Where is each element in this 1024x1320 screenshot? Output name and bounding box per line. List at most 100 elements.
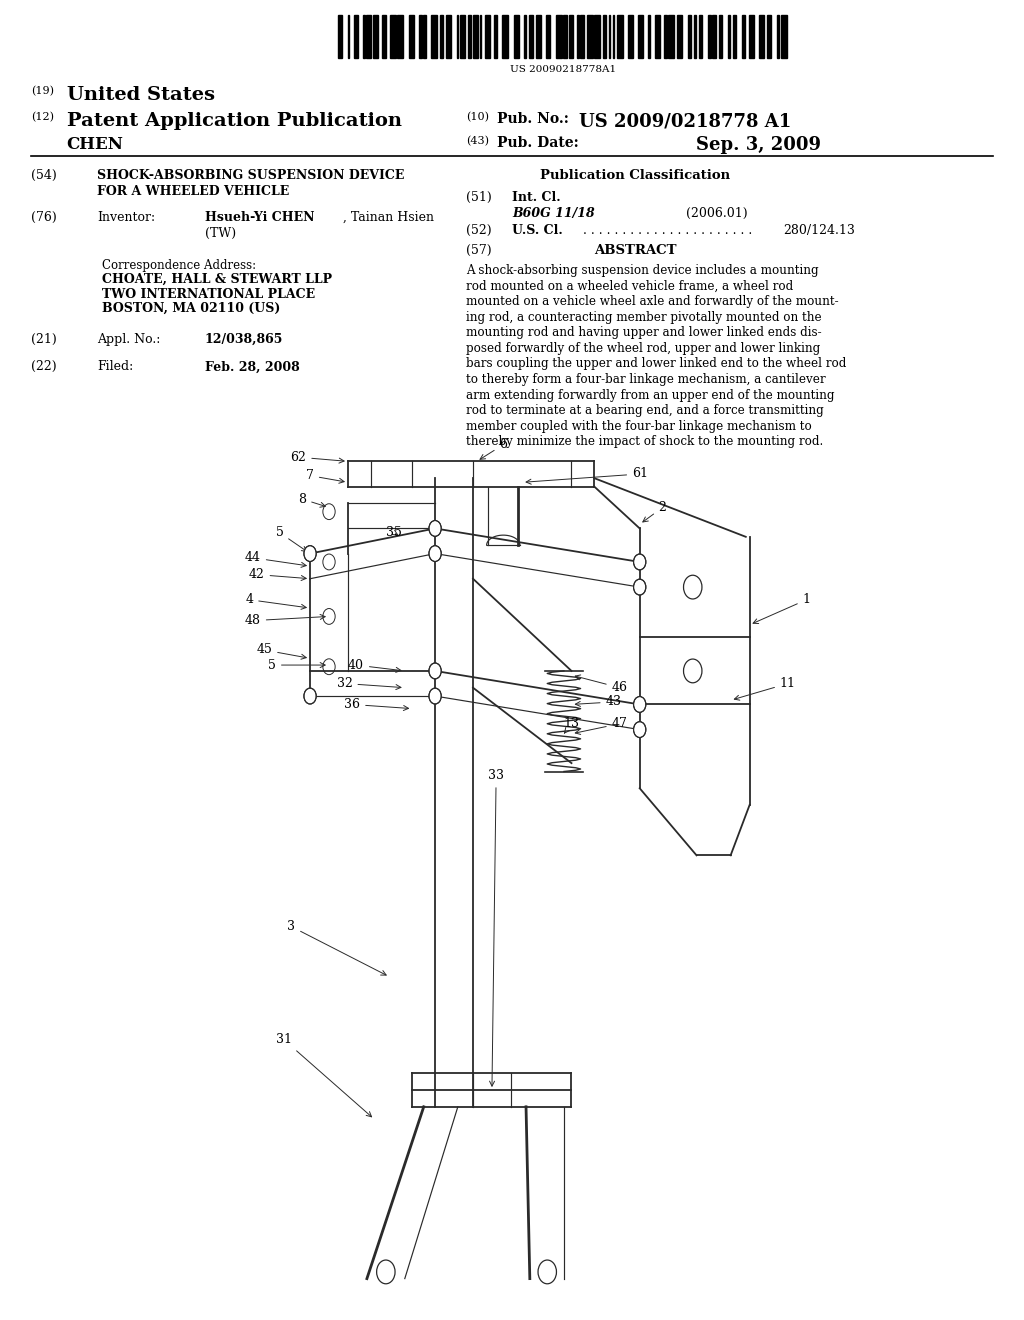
Text: 44: 44 xyxy=(245,552,306,568)
Text: 2: 2 xyxy=(643,502,667,521)
Text: (54): (54) xyxy=(31,169,56,182)
Bar xyxy=(514,15,519,58)
Text: 6: 6 xyxy=(480,438,507,459)
Text: 48: 48 xyxy=(245,614,326,627)
Text: (43): (43) xyxy=(466,136,488,147)
Text: mounting rod and having upper and lower linked ends dis-: mounting rod and having upper and lower … xyxy=(466,326,821,339)
Bar xyxy=(638,15,642,58)
Text: B60G 11/18: B60G 11/18 xyxy=(512,207,595,220)
Bar xyxy=(594,15,600,58)
Text: Feb. 28, 2008: Feb. 28, 2008 xyxy=(205,360,300,374)
Bar xyxy=(759,15,764,58)
Bar xyxy=(719,15,722,58)
Bar xyxy=(699,15,702,58)
Bar xyxy=(364,15,365,58)
Circle shape xyxy=(634,697,646,713)
Bar xyxy=(460,15,466,58)
Text: posed forwardly of the wheel rod, upper and lower linking: posed forwardly of the wheel rod, upper … xyxy=(466,342,820,355)
Bar xyxy=(472,15,478,58)
Bar xyxy=(423,15,426,58)
Text: U.S. Cl.: U.S. Cl. xyxy=(512,224,563,238)
Bar xyxy=(603,15,606,58)
Bar xyxy=(648,15,649,58)
Bar xyxy=(664,15,667,58)
Bar xyxy=(479,15,481,58)
Text: 45: 45 xyxy=(256,643,306,659)
Text: 4: 4 xyxy=(245,593,306,610)
Text: Pub. No.:: Pub. No.: xyxy=(497,112,568,127)
Bar xyxy=(468,15,471,58)
Text: 5: 5 xyxy=(275,527,307,552)
Text: 280/124.13: 280/124.13 xyxy=(783,224,855,238)
Text: CHEN: CHEN xyxy=(67,136,124,153)
Bar xyxy=(781,15,787,58)
Bar xyxy=(563,15,567,58)
Circle shape xyxy=(429,520,441,536)
Bar xyxy=(581,15,585,58)
Text: 46: 46 xyxy=(575,675,628,694)
Bar xyxy=(655,15,659,58)
Text: ing rod, a counteracting member pivotally mounted on the: ing rod, a counteracting member pivotall… xyxy=(466,310,821,323)
Circle shape xyxy=(429,663,441,678)
Text: arm extending forwardly from an upper end of the mounting: arm extending forwardly from an upper en… xyxy=(466,388,835,401)
Text: Inventor:: Inventor: xyxy=(97,211,156,224)
Circle shape xyxy=(304,545,316,561)
Text: (51): (51) xyxy=(466,191,492,205)
Bar xyxy=(608,15,610,58)
Text: (22): (22) xyxy=(31,360,56,374)
Text: 32: 32 xyxy=(337,677,401,690)
Text: member coupled with the four-bar linkage mechanism to: member coupled with the four-bar linkage… xyxy=(466,420,812,433)
Text: 42: 42 xyxy=(249,568,306,581)
Bar xyxy=(529,15,534,58)
Circle shape xyxy=(634,579,646,595)
Bar xyxy=(617,15,623,58)
Text: A shock-absorbing suspension device includes a mounting: A shock-absorbing suspension device incl… xyxy=(466,264,818,277)
Text: US 20090218778A1: US 20090218778A1 xyxy=(510,65,616,74)
Bar xyxy=(348,15,349,58)
Bar xyxy=(578,15,579,58)
Text: mounted on a vehicle wheel axle and forwardly of the mount-: mounted on a vehicle wheel axle and forw… xyxy=(466,296,839,308)
Bar xyxy=(445,15,452,58)
Text: (52): (52) xyxy=(466,224,492,238)
Bar xyxy=(612,15,614,58)
Text: (TW): (TW) xyxy=(205,227,236,240)
Text: rod mounted on a wheeled vehicle frame, a wheel rod: rod mounted on a wheeled vehicle frame, … xyxy=(466,280,794,293)
Text: 3: 3 xyxy=(288,920,386,975)
Bar xyxy=(457,15,459,58)
Bar xyxy=(353,15,357,58)
Bar xyxy=(485,15,489,58)
Bar xyxy=(382,15,386,58)
Circle shape xyxy=(304,688,316,704)
Bar xyxy=(537,15,541,58)
Text: 13: 13 xyxy=(564,717,580,733)
Text: thereby minimize the impact of shock to the mounting rod.: thereby minimize the impact of shock to … xyxy=(466,436,823,449)
Text: (76): (76) xyxy=(31,211,56,224)
Text: CHOATE, HALL & STEWART LLP: CHOATE, HALL & STEWART LLP xyxy=(102,273,333,286)
Text: ABSTRACT: ABSTRACT xyxy=(594,244,676,257)
Bar xyxy=(431,15,437,58)
Text: 61: 61 xyxy=(526,467,648,484)
Bar xyxy=(693,15,696,58)
Text: Publication Classification: Publication Classification xyxy=(540,169,730,182)
Text: 7: 7 xyxy=(306,469,344,483)
Text: bars coupling the upper and lower linked end to the wheel rod: bars coupling the upper and lower linked… xyxy=(466,358,846,371)
Text: rod to terminate at a bearing end, and a force transmitting: rod to terminate at a bearing end, and a… xyxy=(466,404,823,417)
Text: Patent Application Publication: Patent Application Publication xyxy=(67,112,401,131)
Bar xyxy=(767,15,771,58)
Bar xyxy=(367,15,371,58)
Bar xyxy=(569,15,573,58)
Bar xyxy=(523,15,526,58)
Text: Correspondence Address:: Correspondence Address: xyxy=(102,259,257,272)
Bar xyxy=(777,15,778,58)
Text: 1: 1 xyxy=(753,593,811,623)
Bar xyxy=(440,15,442,58)
Text: (2006.01): (2006.01) xyxy=(686,207,748,220)
Bar xyxy=(749,15,755,58)
Text: 12/038,865: 12/038,865 xyxy=(205,333,284,346)
Bar xyxy=(503,15,508,58)
Bar xyxy=(668,15,674,58)
Text: Appl. No.:: Appl. No.: xyxy=(97,333,161,346)
Bar xyxy=(494,15,497,58)
Circle shape xyxy=(429,545,441,561)
Text: 36: 36 xyxy=(344,698,409,711)
